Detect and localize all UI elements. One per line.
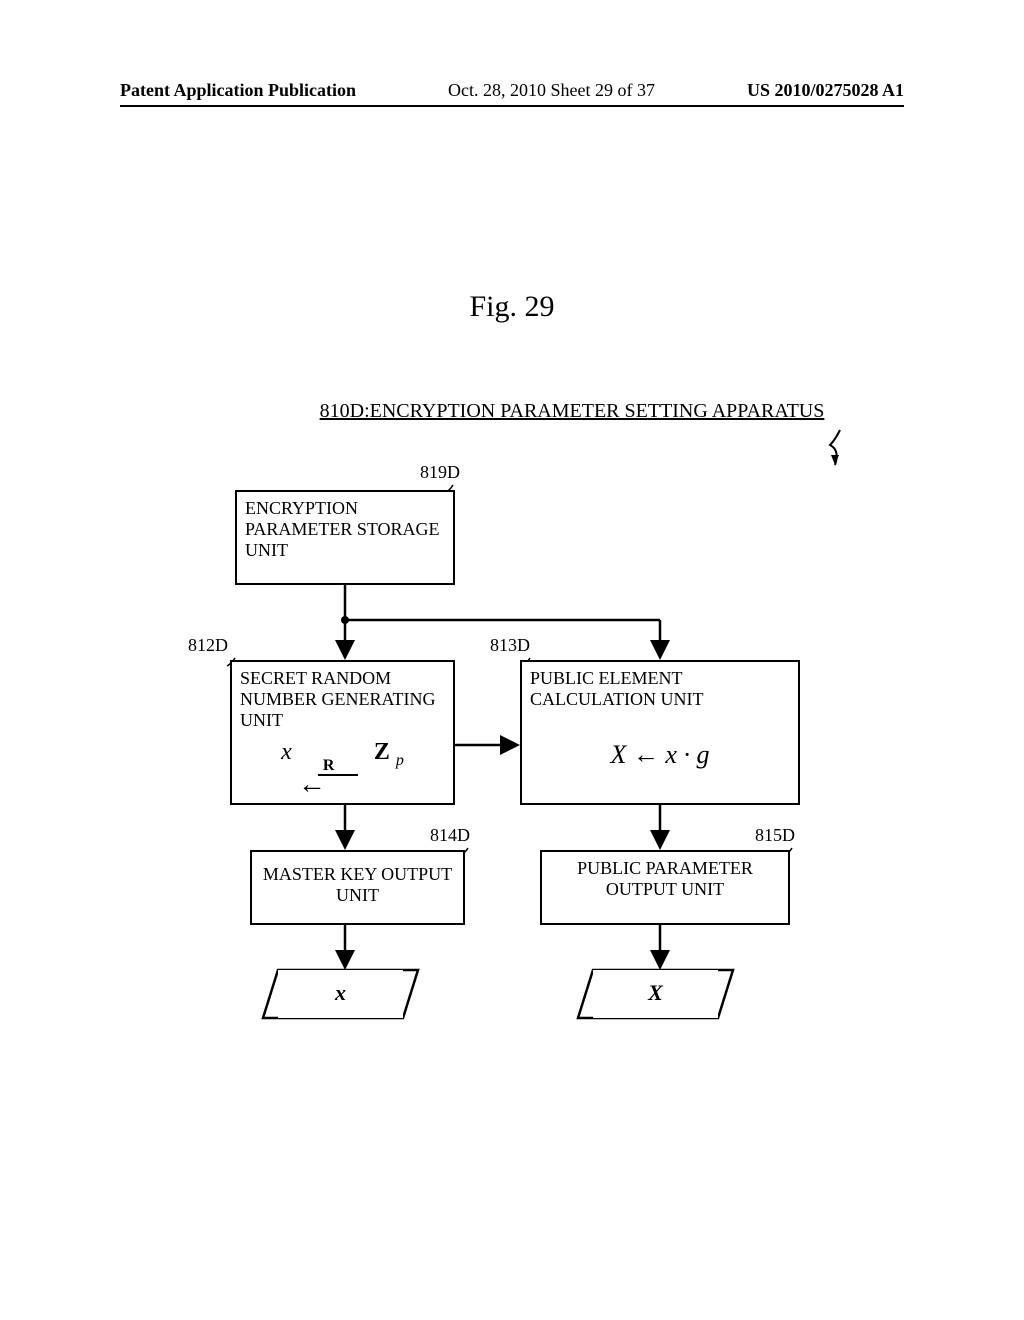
formula-r: R [323, 757, 335, 775]
public-calc-box: PUBLIC ELEMENT CALCULATION UNIT X ← x · … [520, 660, 800, 805]
header-center: Oct. 28, 2010 Sheet 29 of 37 [448, 80, 655, 101]
ref-812d: 812D [188, 635, 228, 656]
secret-rng-formula: x ← R Z p [240, 739, 445, 770]
output-x-lower: x [278, 970, 403, 1018]
diagram-area: 819D ENCRYPTION PARAMETER STORAGE UNIT 8… [120, 420, 904, 1120]
formula-z: Z [374, 739, 390, 765]
figure-title: Fig. 29 [0, 290, 1024, 324]
page-header: Patent Application Publication Oct. 28, … [0, 80, 1024, 101]
public-out-box: PUBLIC PARAMETER OUTPUT UNIT [540, 850, 790, 925]
ref-814d: 814D [430, 825, 470, 846]
storage-unit-label: ENCRYPTION PARAMETER STORAGE UNIT [245, 498, 445, 561]
ref-813d: 813D [490, 635, 530, 656]
master-out-label: MASTER KEY OUTPUT UNIT [260, 864, 455, 906]
storage-unit-box: ENCRYPTION PARAMETER STORAGE UNIT [235, 490, 455, 585]
formula-p: p [396, 752, 404, 769]
ref-819d: 819D [420, 462, 460, 483]
secret-rng-box: SECRET RANDOM NUMBER GENERATING UNIT x ←… [230, 660, 455, 805]
public-out-label: PUBLIC PARAMETER OUTPUT UNIT [550, 858, 780, 900]
header-left: Patent Application Publication [120, 80, 356, 101]
master-out-box: MASTER KEY OUTPUT UNIT [250, 850, 465, 925]
public-calc-formula: X ← x · g [530, 740, 790, 770]
output-x-upper: X [593, 970, 718, 1018]
public-calc-label: PUBLIC ELEMENT CALCULATION UNIT [530, 668, 790, 710]
ref-815d: 815D [755, 825, 795, 846]
header-right: US 2010/0275028 A1 [747, 80, 904, 101]
formula-x: x [281, 739, 292, 765]
header-divider [120, 105, 904, 107]
secret-rng-label: SECRET RANDOM NUMBER GENERATING UNIT [240, 668, 445, 731]
